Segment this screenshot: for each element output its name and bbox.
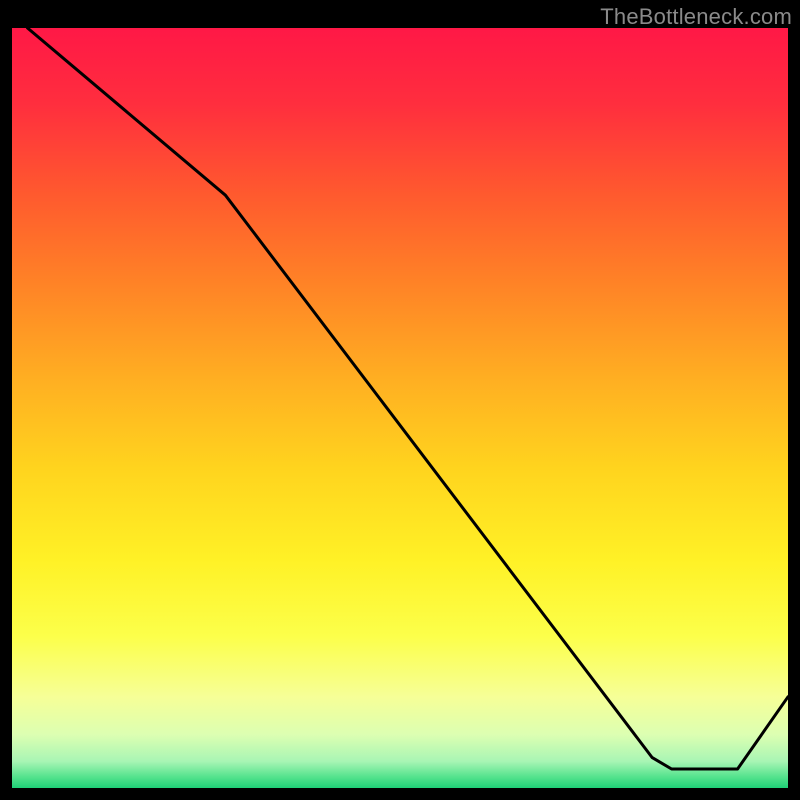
- chart-plot-area: [12, 28, 788, 788]
- watermark-text: TheBottleneck.com: [600, 4, 792, 30]
- chart-background: [12, 28, 788, 788]
- chart-svg: [12, 28, 788, 788]
